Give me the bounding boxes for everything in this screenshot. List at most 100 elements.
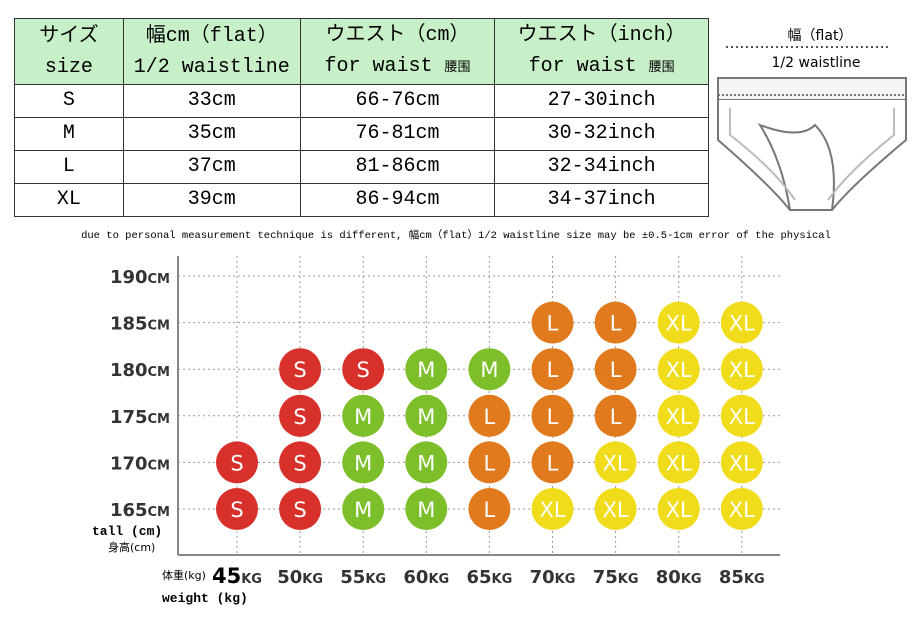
size-circle: [657, 394, 700, 437]
size-circle: [216, 441, 258, 484]
weight-value: 75: [593, 567, 618, 588]
height-value: 170: [110, 453, 148, 474]
size-letter: L: [610, 405, 622, 429]
header-line: サイズ: [15, 21, 123, 52]
weight-unit: KG: [492, 572, 513, 587]
table-cell: 37cm: [122, 150, 301, 184]
header-line: ウエスト（inch）: [495, 20, 708, 51]
height-unit: CM: [148, 365, 170, 380]
size-letter: L: [484, 405, 496, 429]
size-letter: XL: [729, 358, 755, 382]
header-small: 腰围: [648, 60, 675, 75]
size-table: サイズ size 幅cm（flat） 1/2 waistline ウエスト（cm） for…: [14, 18, 709, 217]
x-axis-label: weight (kg): [162, 591, 248, 606]
size-letter: L: [610, 312, 622, 336]
weight-unit: KG: [744, 572, 765, 587]
header-cell: 幅cm（flat） 1/2 waistline: [122, 18, 301, 85]
header-cell: サイズ size: [14, 18, 124, 85]
header-line: for waist 腰围: [301, 51, 495, 83]
note: due to personal measurement technique is…: [81, 228, 831, 242]
size-circle: [531, 441, 574, 484]
header-text: 幅cm（flat）: [145, 24, 278, 48]
header-text: ウエスト（inch）: [517, 24, 686, 47]
size-circle: [594, 394, 637, 437]
diagram-waistline: 1/2 waistline: [772, 55, 861, 71]
weight-value: 80: [656, 567, 681, 588]
weight-value: 50: [277, 567, 302, 588]
size-circle: [594, 441, 637, 484]
size-letter: S: [293, 451, 306, 475]
size-circle: [720, 301, 763, 344]
size-letter: M: [417, 498, 435, 522]
weight-value: 55: [340, 567, 365, 588]
size-circle: [657, 441, 700, 484]
size-letter: XL: [666, 451, 692, 475]
size-circle: [342, 441, 385, 484]
size-circle: [531, 301, 574, 344]
size-letter: M: [417, 405, 435, 429]
header-text: 1/2 waistline: [133, 55, 290, 79]
header-line: size: [15, 52, 123, 83]
height-value: 175: [110, 407, 148, 428]
table-row: M 35cm 76-81cm 30-32inch: [14, 117, 709, 151]
weight-unit: KG: [241, 572, 262, 587]
size-circle: [594, 301, 637, 344]
header-text: ウエスト（cm）: [325, 24, 470, 47]
size-letter: XL: [666, 358, 692, 382]
size-letter: S: [293, 498, 306, 522]
header-text: size: [44, 55, 93, 79]
table-cell: XL: [14, 183, 124, 217]
table-cell: M: [14, 117, 124, 151]
height-value: 180: [110, 360, 148, 381]
size-circle: [531, 488, 574, 530]
weight-label: 45KG: [212, 564, 262, 588]
height-label: 185CM: [110, 314, 170, 335]
weight-unit: KG: [681, 572, 702, 587]
header-cell: ウエスト（inch） for waist 腰围: [494, 18, 709, 85]
weight-label: 55KG: [340, 567, 386, 588]
size-letter: L: [547, 405, 559, 429]
height-value: 185: [110, 314, 148, 335]
size-letter: XL: [729, 498, 755, 522]
size-circle: [405, 348, 448, 391]
table-cell: 66-76cm: [299, 84, 496, 118]
weight-unit: KG: [555, 572, 576, 587]
header-text: サイズ: [39, 24, 99, 48]
weight-label: 80KG: [656, 567, 702, 588]
height-unit: CM: [148, 505, 170, 520]
table-cell: 32-34inch: [494, 150, 709, 184]
size-circle: [216, 488, 258, 530]
weight-label: 75KG: [593, 567, 639, 588]
size-circle: [657, 488, 700, 530]
size-letter: L: [547, 451, 559, 475]
size-letter: L: [547, 312, 559, 336]
size-circle: [342, 394, 385, 437]
table-cell: 39cm: [122, 183, 301, 217]
header-line: for waist 腰围: [495, 51, 708, 83]
table-cell: 34-37inch: [494, 183, 709, 217]
weight-label: 85KG: [719, 567, 765, 588]
size-circle: [720, 348, 763, 391]
height-unit: CM: [148, 319, 170, 334]
size-letter: L: [547, 358, 559, 382]
size-letter: XL: [666, 405, 692, 429]
weight-unit: KG: [428, 572, 449, 587]
size-letter: XL: [666, 498, 692, 522]
weight-label: 50KG: [277, 567, 323, 588]
weight-unit: KG: [618, 572, 639, 587]
weight-value: 65: [466, 567, 491, 588]
header-row: サイズ size 幅cm（flat） 1/2 waistline ウエスト（cm） for…: [14, 18, 709, 85]
size-letter: M: [417, 358, 435, 382]
size-letter: XL: [729, 405, 755, 429]
size-circle: [342, 348, 385, 391]
size-circle: [279, 488, 322, 530]
height-label: 165CM: [110, 500, 170, 521]
size-circle: [594, 348, 637, 391]
size-circle: [279, 441, 322, 484]
weight-value: 45: [212, 564, 241, 588]
weight-unit: KG: [365, 572, 386, 587]
height-label: 190CM: [110, 267, 170, 288]
size-circle: [468, 394, 511, 437]
weight-value: 70: [530, 567, 555, 588]
header-text: for waist: [528, 55, 649, 78]
